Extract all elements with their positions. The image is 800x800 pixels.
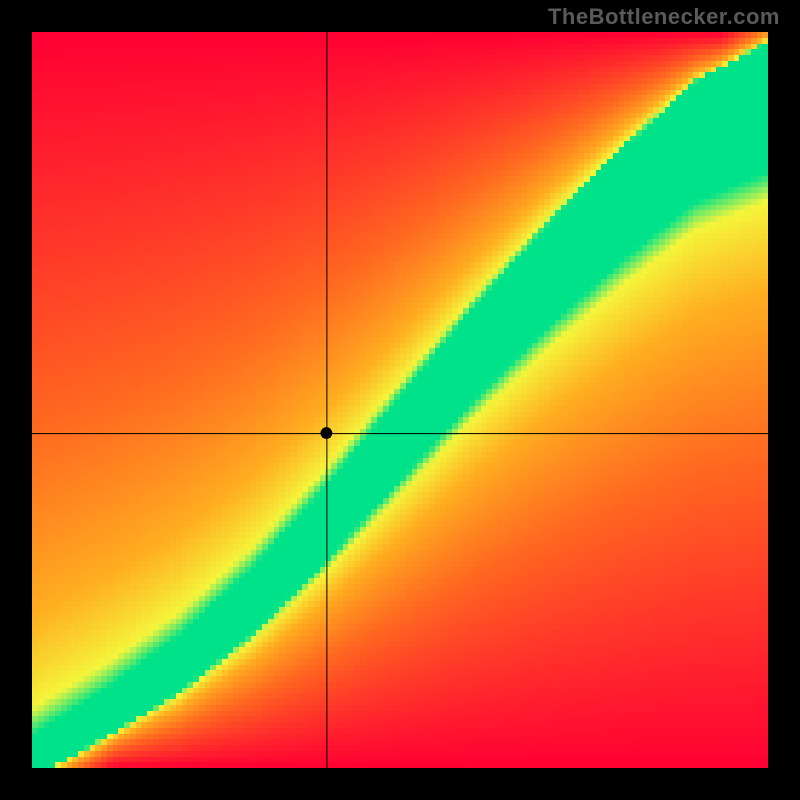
watermark-text: TheBottlenecker.com	[548, 4, 780, 30]
plot-area	[32, 32, 768, 768]
chart-container: TheBottlenecker.com	[0, 0, 800, 800]
heatmap-canvas	[32, 32, 768, 768]
